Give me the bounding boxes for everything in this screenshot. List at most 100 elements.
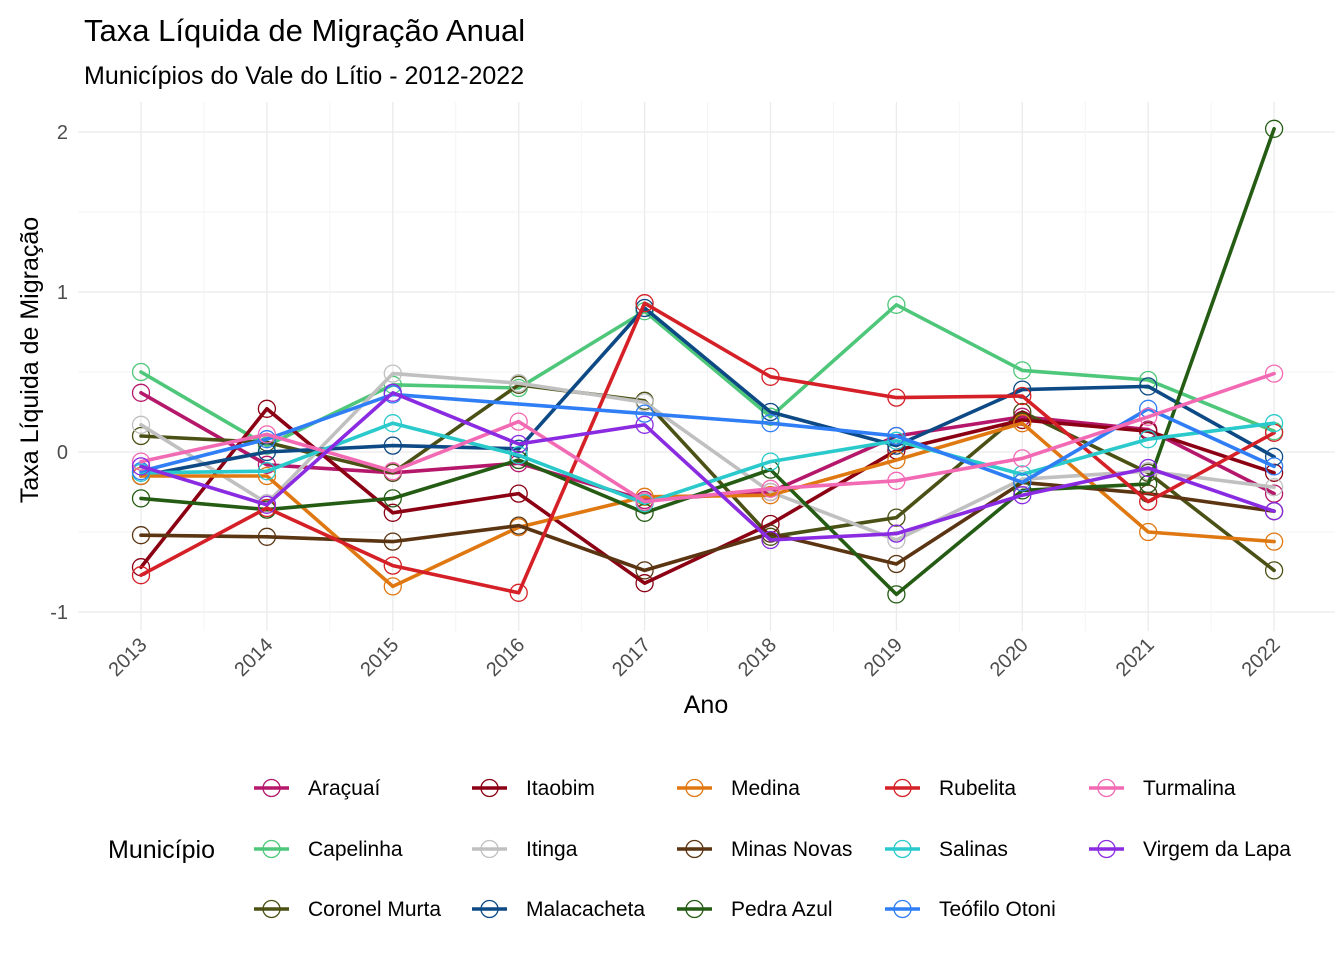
series-lines	[131, 119, 1284, 604]
data-point	[131, 383, 151, 402]
data-point	[1139, 407, 1158, 426]
axis-ticks: -1 0 1 2 2013 2014 2015 2016 2017 2018 2019 2020 202…	[50, 122, 1284, 681]
legend-label: Teófilo Otoni	[939, 898, 1056, 921]
y-tick-label: -1	[50, 602, 68, 624]
legend-label: Itaobim	[526, 777, 595, 800]
data-point	[887, 450, 906, 470]
legend-item: Itaobim	[472, 777, 595, 800]
data-point	[887, 471, 906, 490]
x-tick-label: 2020	[986, 634, 1033, 681]
legend-key-marker	[685, 839, 704, 859]
data-point	[383, 462, 402, 481]
data-point	[383, 503, 402, 522]
data-point	[383, 383, 402, 402]
legend-key-marker	[480, 899, 499, 919]
data-point	[635, 415, 654, 434]
data-point	[257, 527, 277, 546]
y-tick-label: 1	[57, 282, 68, 304]
data-point	[383, 556, 402, 575]
series-line	[139, 391, 1276, 542]
x-tick-label: 2018	[734, 634, 781, 681]
chart-title: Taxa Líquida de Migração Anual	[84, 13, 525, 48]
data-point	[1264, 457, 1284, 476]
data-point	[257, 430, 277, 449]
data-point	[1264, 364, 1284, 383]
data-point	[509, 412, 528, 431]
data-point	[1013, 449, 1032, 468]
data-point	[1264, 502, 1284, 521]
x-tick-label: 2014	[230, 634, 277, 681]
data-point	[635, 492, 654, 511]
data-point	[1139, 377, 1158, 396]
data-point	[383, 414, 402, 433]
y-axis-title: Taxa Líquida de Migração	[16, 217, 44, 503]
legend-item: Araçuaí	[254, 777, 381, 800]
legend-key-marker	[480, 839, 499, 859]
y-tick-label: 0	[57, 442, 68, 464]
chart-subtitle: Municípios do Vale do Lítio - 2012-2022	[84, 62, 524, 90]
legend-item: Turmalina	[1089, 777, 1236, 800]
data-point	[887, 426, 906, 446]
legend-label: Araçuaí	[308, 777, 381, 800]
data-point	[635, 404, 654, 423]
legend-item: Pedra Azul	[677, 898, 833, 921]
series-line	[139, 301, 1276, 595]
data-point	[1139, 492, 1158, 511]
data-point	[1139, 370, 1158, 390]
legend-item: Salinas	[885, 838, 1008, 861]
data-point	[131, 415, 151, 434]
data-point	[257, 455, 277, 474]
data-point	[761, 407, 780, 426]
series	[131, 294, 1284, 602]
data-point	[1013, 361, 1032, 380]
x-tick-label: 2021	[1112, 634, 1159, 681]
legend-key-marker	[262, 899, 281, 919]
legend-label: Medina	[731, 777, 800, 800]
legend-item: Teófilo Otoni	[885, 898, 1056, 921]
data-point	[509, 434, 528, 454]
legend-key-marker	[893, 839, 912, 859]
data-point	[887, 585, 906, 604]
data-point	[131, 426, 151, 446]
legend-item: Itinga	[472, 838, 578, 861]
grid	[78, 102, 1335, 631]
x-tick-label: 2013	[105, 634, 152, 681]
legend-title: Município	[108, 836, 215, 864]
y-tick-label: 2	[57, 122, 68, 144]
legend-key-marker	[685, 778, 704, 798]
data-point	[509, 516, 528, 535]
legend-item: Minas Novas	[677, 838, 852, 861]
x-axis-title: Ano	[684, 691, 728, 719]
series-line	[139, 392, 1276, 485]
data-point	[1013, 414, 1032, 433]
data-point	[257, 462, 277, 481]
data-point	[635, 294, 654, 313]
data-point	[383, 532, 402, 551]
series	[131, 364, 1284, 511]
data-point	[509, 439, 528, 458]
data-point	[887, 388, 906, 407]
series-line	[139, 371, 1276, 542]
data-point	[887, 524, 906, 543]
data-point	[131, 452, 151, 471]
data-point	[1264, 532, 1284, 551]
data-point	[1139, 430, 1158, 449]
data-point	[257, 399, 277, 418]
data-point	[1139, 458, 1158, 478]
legend-key-marker	[1097, 839, 1116, 859]
data-point	[1264, 414, 1284, 433]
data-point	[1013, 486, 1032, 505]
data-point	[761, 530, 780, 550]
legend-key-marker	[893, 899, 912, 919]
x-tick-label: 2015	[356, 634, 403, 681]
legend-key-marker	[262, 839, 281, 859]
x-tick-label: 2022	[1238, 634, 1285, 681]
data-point	[1264, 478, 1284, 497]
legend-key-marker	[1097, 778, 1116, 798]
data-point	[131, 457, 151, 476]
legend-key-marker	[685, 899, 704, 919]
legend-label: Virgem da Lapa	[1143, 838, 1291, 861]
data-point	[257, 466, 277, 486]
data-point	[761, 486, 780, 505]
data-point	[509, 583, 528, 602]
